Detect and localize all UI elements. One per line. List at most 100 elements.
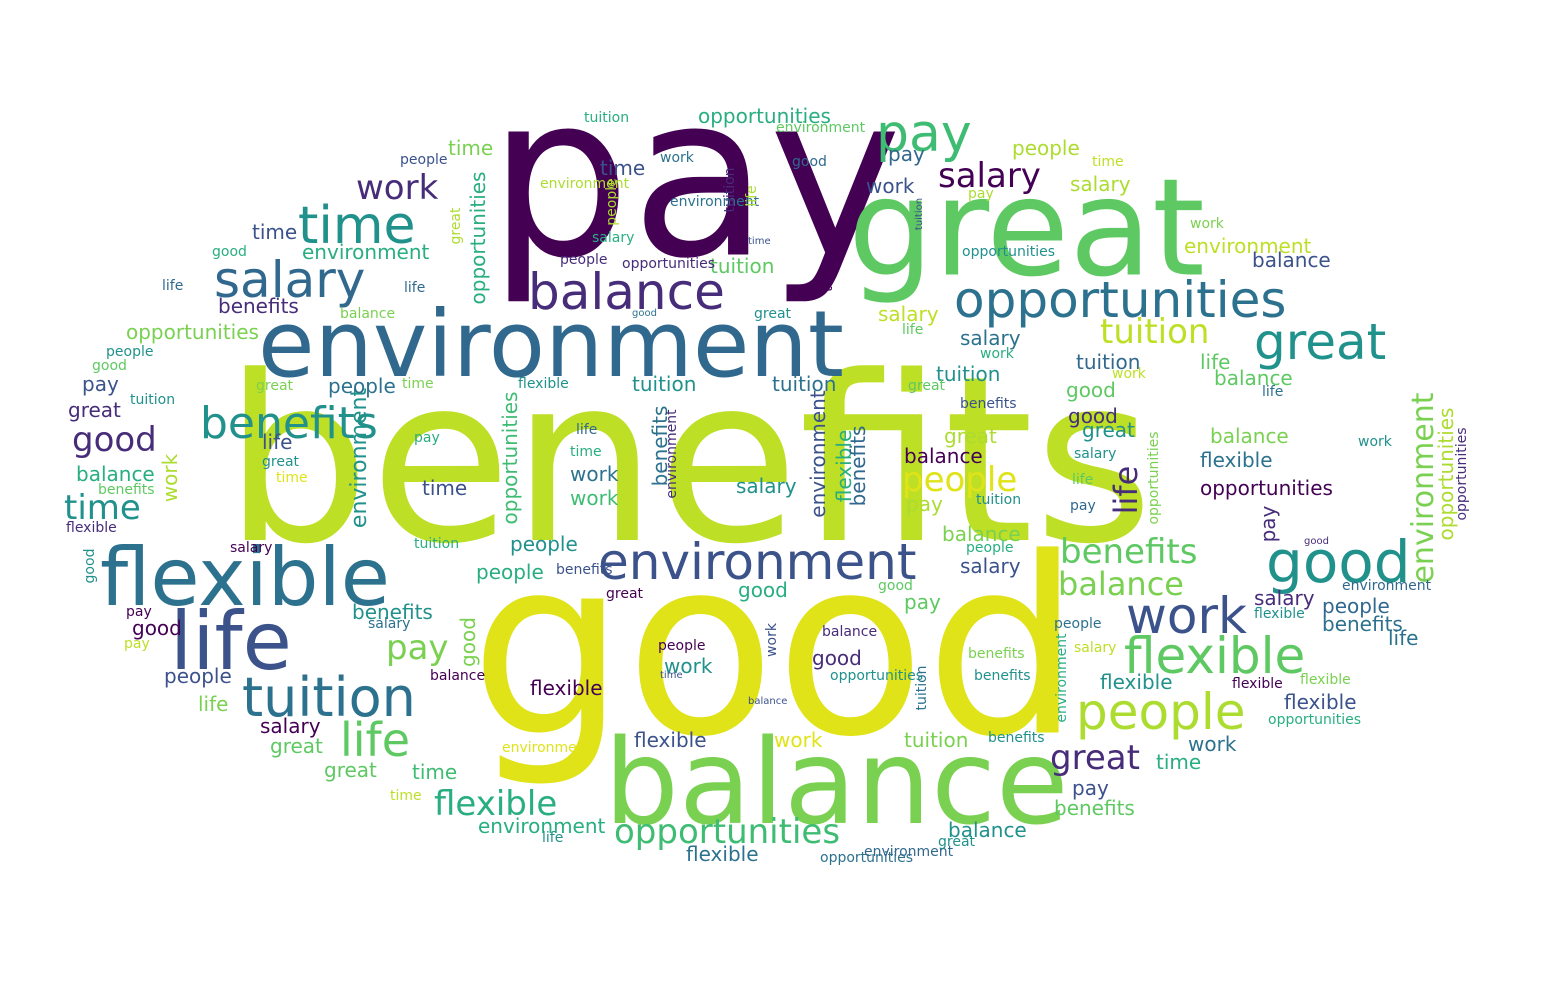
word: environment — [478, 814, 606, 838]
word: people — [510, 532, 578, 556]
word: great — [944, 424, 997, 448]
word: balance — [1210, 424, 1289, 448]
word: opportunities — [466, 171, 490, 305]
word: environment — [540, 176, 630, 192]
word: salary — [960, 554, 1021, 578]
word: benefits — [1322, 612, 1403, 636]
word: environment — [776, 120, 866, 136]
word: time — [402, 376, 434, 392]
word: environment — [1184, 234, 1312, 258]
word: pay — [1256, 505, 1280, 543]
word: benefits — [224, 328, 1154, 595]
word: balance — [1214, 366, 1293, 390]
word: people — [1076, 683, 1246, 741]
word: balance — [948, 818, 1027, 842]
word: good — [632, 308, 657, 319]
word: salary — [592, 230, 635, 246]
word: work — [158, 453, 182, 503]
word: tuition — [914, 197, 925, 231]
word: flexible — [1200, 448, 1273, 472]
word: time — [252, 220, 298, 244]
word: work — [1112, 366, 1146, 382]
word: benefits — [974, 668, 1031, 684]
word: benefits — [846, 425, 870, 507]
word: good — [792, 154, 827, 170]
word: salary — [1254, 586, 1315, 610]
word: work — [570, 486, 619, 510]
word: pay — [82, 372, 119, 396]
word: work — [1358, 434, 1392, 450]
word: balance — [822, 624, 878, 640]
word: work — [1126, 587, 1247, 645]
word: opportunities — [820, 850, 914, 866]
word: life — [1200, 350, 1231, 374]
word: flexible — [518, 376, 569, 392]
word: time — [820, 260, 836, 292]
word: great — [908, 378, 946, 394]
word: life — [744, 185, 760, 207]
word: great — [68, 398, 121, 422]
word: pay — [124, 636, 150, 652]
word: salary — [878, 302, 939, 326]
word: people — [560, 252, 608, 268]
word: opportunities — [1434, 407, 1458, 541]
word: tuition — [710, 254, 775, 278]
word: time — [422, 476, 468, 500]
word: benefits — [98, 482, 155, 498]
word: pay — [876, 104, 972, 164]
word: good — [82, 548, 98, 584]
word: life — [1072, 472, 1094, 488]
word: environment — [502, 740, 592, 756]
word: environment — [670, 194, 760, 210]
word: salary — [938, 156, 1041, 196]
word: pay — [888, 142, 925, 166]
word: good — [738, 578, 788, 602]
word: opportunities — [1146, 431, 1162, 525]
word: work — [774, 728, 823, 752]
word: tuition — [772, 372, 837, 396]
word: flexible — [1254, 606, 1305, 622]
word: flexible — [1232, 676, 1283, 692]
word: life — [198, 692, 229, 716]
word: balance — [748, 696, 788, 707]
word: balance — [528, 263, 725, 321]
word: great — [1082, 418, 1135, 442]
word: time — [1092, 154, 1124, 170]
word: work — [356, 168, 439, 208]
word: good — [1266, 528, 1411, 596]
word: pay — [1072, 776, 1109, 800]
word: opportunities — [126, 320, 259, 344]
word: pay — [414, 430, 440, 446]
word: opportunities — [1200, 476, 1333, 500]
word: life — [542, 830, 564, 846]
word: environment — [1054, 633, 1070, 723]
word: work — [1190, 216, 1224, 232]
word: flexible — [66, 520, 117, 536]
word: life — [1107, 465, 1145, 515]
word: people — [902, 460, 1018, 500]
word: great — [256, 378, 294, 394]
word: balance — [942, 522, 1021, 546]
word: pay — [906, 492, 943, 516]
word: salary — [230, 540, 273, 556]
word: people — [1322, 594, 1390, 618]
word: time — [748, 236, 771, 247]
word: benefits — [960, 396, 1017, 412]
word: tuition — [904, 728, 969, 752]
word: flexible — [1124, 627, 1306, 685]
word: good — [1068, 404, 1118, 428]
word: work — [570, 462, 619, 486]
word: flexible — [434, 784, 558, 824]
word: tuition — [632, 372, 697, 396]
word: flexible — [686, 842, 759, 866]
word: people — [604, 178, 620, 226]
word: flexible — [100, 531, 390, 624]
word: pay — [386, 628, 449, 668]
word: benefits — [1060, 532, 1198, 572]
word: people — [400, 152, 448, 168]
word: opportunities — [622, 256, 716, 272]
word: balance — [76, 462, 155, 486]
word: life — [404, 280, 426, 296]
word: time — [64, 488, 141, 528]
word: life — [902, 322, 924, 338]
